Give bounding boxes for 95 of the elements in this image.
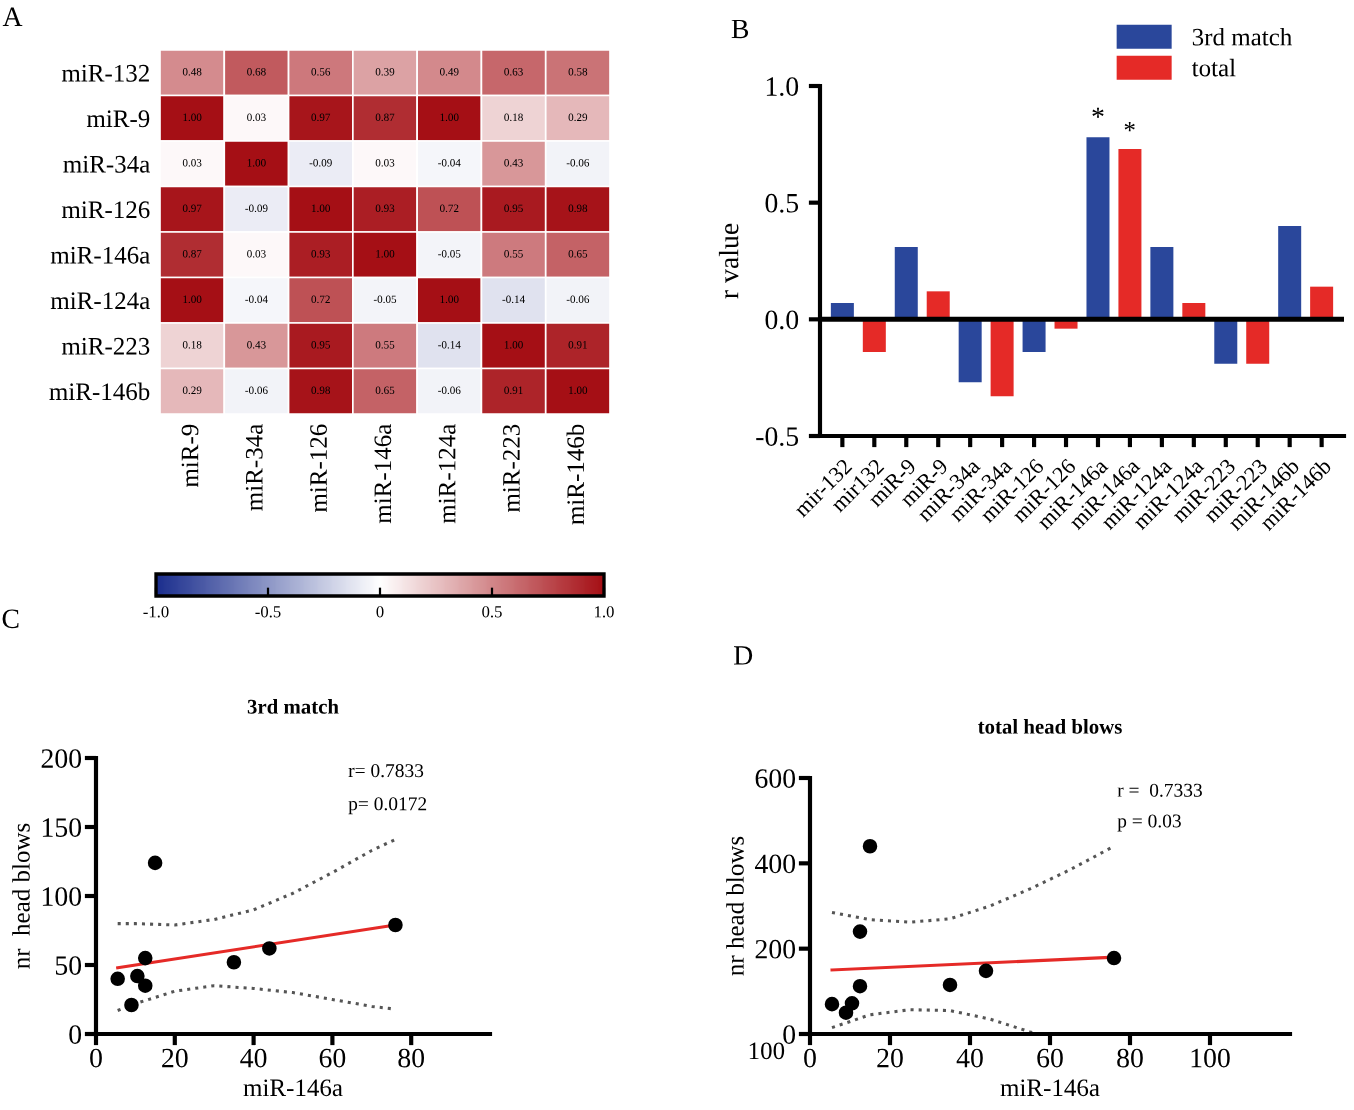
line-series (116, 984, 397, 1013)
x-tick-label: miR-223 (503, 424, 520, 513)
color-bar-label: -1.0 (143, 606, 169, 618)
y-tick-label: 600 (755, 769, 796, 788)
legend-label: 3rd match (1192, 28, 1292, 46)
x-axis-title: miR-146a (1000, 1079, 1100, 1097)
point (862, 838, 878, 854)
bar (1278, 226, 1302, 320)
y-tick-label: 400 (754, 854, 796, 874)
point (1106, 950, 1122, 966)
x-tick-label: 60 (1037, 1048, 1063, 1068)
bar (1214, 319, 1238, 364)
y-axis-title: nr head blows (726, 836, 744, 976)
x-tick-label: 40 (956, 1048, 983, 1068)
bar (1150, 247, 1174, 320)
y-tick-label: miR-146b (49, 382, 150, 401)
bar (1086, 137, 1110, 320)
point (226, 954, 242, 970)
y-tick-label: 50 (55, 956, 82, 975)
chart-title: 3rd match (247, 699, 339, 714)
y-tick-label: miR-146a (50, 246, 150, 264)
annotation: p= 0.0172 (348, 797, 427, 815)
x-tick-label: 80 (1117, 1048, 1143, 1068)
color-bar-label: -0.5 (255, 606, 281, 618)
x-tick-label: miR-124a (438, 424, 456, 524)
bar (862, 319, 886, 352)
y-tick-label: 200 (41, 749, 82, 768)
point (137, 978, 153, 993)
y-tick-label: 0 (783, 1025, 796, 1044)
y-tick-label: 1.0 (766, 77, 799, 97)
color-bar-label: 1.0 (595, 606, 614, 618)
x-tick-label: miR-9 (181, 424, 199, 488)
text: D (734, 646, 753, 665)
point (124, 997, 139, 1013)
annotation: * (1124, 122, 1135, 132)
annotation: r= 0.7833 (348, 764, 424, 778)
y-tick-label: miR-124a (50, 292, 150, 310)
y-tick-label: miR-34a (63, 155, 150, 173)
text: B (731, 19, 749, 39)
x-axis-title: miR-146a (243, 1079, 343, 1097)
bar (1118, 149, 1142, 320)
bar (1246, 319, 1270, 364)
bar (894, 247, 918, 320)
point (942, 977, 958, 993)
point (130, 968, 145, 984)
point (388, 917, 403, 933)
point (137, 950, 153, 966)
x-tick-label: 100 (1191, 1048, 1230, 1068)
point (262, 941, 277, 956)
point (147, 855, 163, 871)
point (852, 978, 868, 994)
line-series (830, 844, 1116, 924)
y-tick-label: 0.5 (765, 193, 799, 213)
y-axis-title: nr head blows (12, 823, 30, 969)
x-tick-label: 60 (319, 1048, 346, 1068)
line-series (116, 837, 397, 927)
x-tick-label: 80 (398, 1048, 425, 1068)
point (824, 996, 840, 1012)
x-tick-label: 20 (877, 1048, 903, 1068)
bar (1022, 319, 1046, 352)
x-tick-label: miR-146a (374, 424, 392, 524)
text: A (2, 7, 23, 26)
x-tick-label: 40 (240, 1048, 267, 1068)
color-bar-label: 0 (376, 606, 384, 618)
y-tick-label: miR-223 (61, 337, 150, 355)
chart-title: total head blows (977, 719, 1122, 734)
point (978, 963, 994, 979)
y-tick-label: 200 (755, 939, 796, 959)
annotation: * (1092, 107, 1104, 118)
bar (926, 291, 950, 320)
y-tick-label: 150 (42, 818, 82, 837)
annotation: r = 0.7333 (1117, 783, 1202, 797)
x-tick-label: miR-34a (245, 424, 263, 511)
point (110, 971, 125, 987)
x-tick-label: miR-146b (566, 424, 585, 525)
annotation: p = 0.03 (1117, 814, 1181, 832)
x-tick-label: miR-126 (310, 424, 327, 513)
y-tick-label: -0.5 (756, 427, 799, 447)
y-tick-label: 0 (69, 1025, 82, 1044)
point (844, 996, 860, 1011)
legend-label: total (1191, 58, 1236, 77)
y-tick-label: 0.0 (765, 310, 799, 330)
y-tick-label: miR-9 (86, 110, 150, 128)
y-tick-label: miR-132 (61, 64, 149, 82)
point (852, 924, 868, 939)
text: C (2, 609, 19, 629)
y-tick-label: miR-126 (61, 201, 150, 219)
bar (1310, 286, 1334, 320)
y-tick-label: 100 (42, 887, 82, 906)
x-tick-label: 20 (162, 1048, 188, 1068)
bar (990, 319, 1014, 397)
y-axis-title: r value (718, 223, 739, 299)
x-tick-label: 0 (804, 1048, 816, 1068)
bar (958, 319, 982, 383)
color-bar-label: 0.5 (482, 606, 502, 618)
